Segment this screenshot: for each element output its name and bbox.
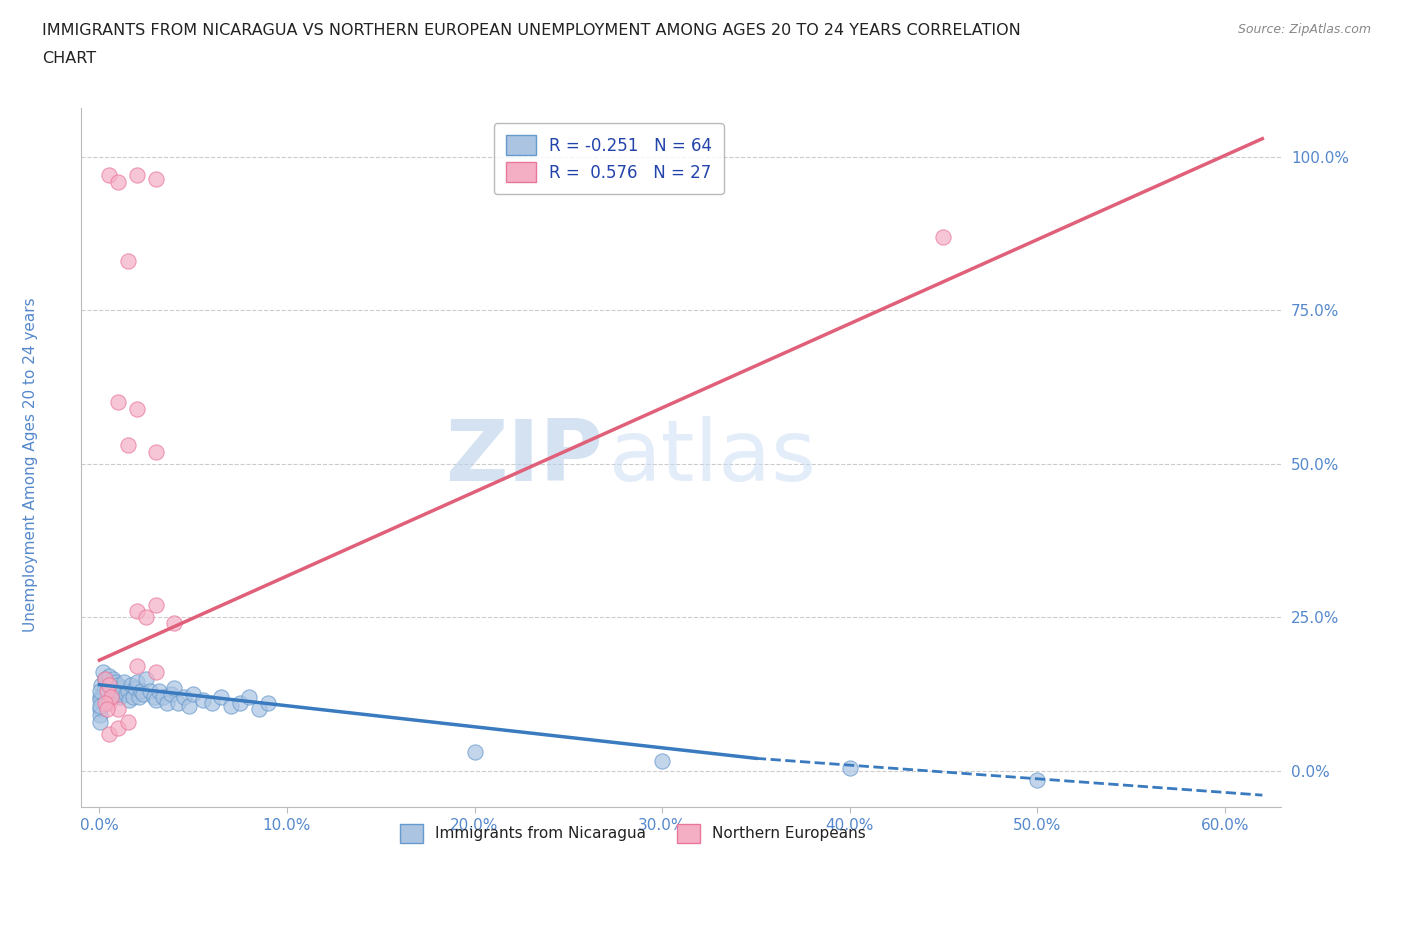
Point (94, 671, 117, 686)
Point (94, 696, 117, 711)
Point (125, 401, 148, 416)
Point (464, 745, 486, 760)
Point (128, 689, 150, 704)
Point (247, 702, 270, 717)
Point (105, 684, 128, 698)
Point (125, 168, 148, 183)
Point (96, 674, 118, 689)
Point (145, 445, 167, 459)
Point (117, 684, 139, 698)
Point (145, 665, 167, 680)
Point (651, 754, 673, 769)
Point (120, 677, 142, 692)
Point (142, 689, 165, 704)
Text: CHART: CHART (42, 51, 96, 66)
Point (101, 689, 124, 704)
Point (93, 684, 115, 698)
Point (97, 726, 120, 741)
Point (100, 684, 122, 698)
Point (257, 696, 280, 711)
Point (107, 174, 129, 189)
Point (145, 171, 167, 186)
Point (89, 689, 111, 704)
Point (932, 230, 955, 245)
Point (100, 689, 122, 704)
Point (219, 698, 242, 713)
Point (135, 610, 157, 625)
Point (125, 674, 148, 689)
Point (156, 696, 179, 711)
Point (209, 689, 232, 704)
Point (98, 686, 121, 701)
Point (125, 604, 148, 618)
Point (117, 438, 139, 453)
Point (131, 686, 153, 701)
Point (89, 693, 111, 708)
Point (104, 674, 127, 689)
Point (167, 696, 190, 711)
Point (117, 254, 139, 269)
Point (89, 714, 111, 729)
Point (91, 689, 114, 704)
Point (125, 658, 148, 673)
Point (96, 702, 118, 717)
Point (129, 684, 152, 698)
Point (114, 686, 136, 701)
Text: atlas: atlas (609, 417, 817, 499)
Point (838, 760, 860, 775)
Point (173, 689, 195, 704)
Point (90, 677, 112, 692)
Text: Unemployment Among Ages 20 to 24 years: Unemployment Among Ages 20 to 24 years (24, 298, 38, 632)
Point (135, 671, 157, 686)
Point (103, 671, 125, 686)
Point (97, 668, 120, 683)
Point (145, 597, 167, 612)
Point (107, 677, 129, 692)
Point (107, 702, 129, 717)
Point (179, 698, 201, 713)
Point (100, 677, 122, 692)
Point (152, 689, 174, 704)
Point (139, 684, 162, 698)
Point (89, 708, 111, 723)
Point (148, 684, 170, 698)
Point (94, 671, 117, 686)
Point (145, 693, 167, 708)
Point (91, 665, 114, 680)
Point (97, 677, 120, 692)
Point (89, 702, 111, 717)
Point (181, 686, 204, 701)
Point (201, 696, 224, 711)
Point (229, 696, 252, 711)
Point (94, 696, 117, 711)
Point (103, 681, 125, 696)
Point (118, 693, 141, 708)
Point (97, 681, 120, 696)
Point (108, 689, 131, 704)
Legend: Immigrants from Nicaragua, Northern Europeans: Immigrants from Nicaragua, Northern Euro… (394, 817, 872, 849)
Text: ZIP: ZIP (446, 417, 603, 499)
Point (111, 681, 134, 696)
Point (163, 681, 186, 696)
Point (122, 689, 145, 704)
Point (107, 395, 129, 410)
Point (112, 674, 135, 689)
Text: IMMIGRANTS FROM NICARAGUA VS NORTHERN EUROPEAN UNEMPLOYMENT AMONG AGES 20 TO 24 : IMMIGRANTS FROM NICARAGUA VS NORTHERN EU… (42, 23, 1021, 38)
Point (89, 684, 111, 698)
Point (117, 714, 139, 729)
Point (159, 686, 181, 701)
Point (105, 686, 128, 701)
Text: Source: ZipAtlas.com: Source: ZipAtlas.com (1237, 23, 1371, 36)
Point (1026, 772, 1049, 787)
Point (238, 689, 260, 704)
Point (163, 616, 186, 631)
Point (97, 696, 120, 711)
Point (89, 698, 111, 713)
Point (124, 681, 146, 696)
Point (96, 684, 118, 698)
Point (107, 720, 129, 735)
Point (191, 693, 214, 708)
Point (97, 168, 120, 183)
